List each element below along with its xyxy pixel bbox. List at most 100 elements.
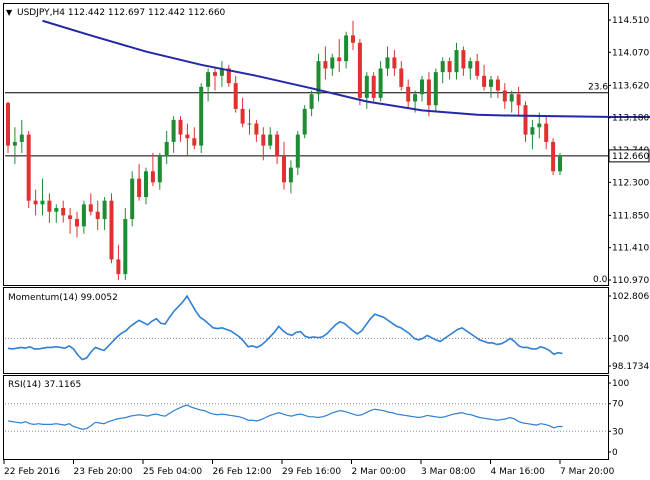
candle-body <box>95 211 100 220</box>
rsi-axis: 100 70 30 0 <box>608 379 629 458</box>
candle-body <box>309 94 314 109</box>
candle-body <box>378 68 383 98</box>
time-axis: 22 Feb 2016 23 Feb 20:00 25 Feb 04:00 26 Fe… <box>3 460 615 477</box>
candle-body <box>275 134 280 157</box>
candle-body <box>123 219 128 275</box>
time-tick-label: 7 Mar 20:00 <box>560 467 615 477</box>
candle-body <box>137 178 142 198</box>
price-tick-label: 114.510 <box>612 16 649 26</box>
candle-body <box>178 119 183 135</box>
price-tick-label: 114.070 <box>612 48 649 58</box>
candle-body <box>219 68 224 76</box>
candle-body <box>6 102 10 146</box>
current-price-label: 112.660 <box>612 152 649 162</box>
candle-body <box>81 204 86 227</box>
candle-body <box>364 75 369 98</box>
candle-body <box>206 72 211 87</box>
candle-body <box>433 72 438 106</box>
candle-body <box>192 138 197 146</box>
candle-body <box>75 219 79 227</box>
candle-body <box>509 94 514 102</box>
candle-body <box>399 68 404 87</box>
time-tick-label: 4 Mar 16:00 <box>491 467 546 477</box>
candle-body <box>523 105 528 135</box>
time-tick-label: 25 Feb 04:00 <box>143 467 202 477</box>
time-tick-label: 22 Feb 2016 <box>4 467 60 477</box>
fib-label-0-0: 0.0 <box>593 275 608 285</box>
candle-body <box>12 141 17 146</box>
candle-body <box>489 79 493 87</box>
rsi-tick-label: 70 <box>612 400 624 410</box>
rsi-panel-frame <box>3 375 609 460</box>
candle-body <box>337 57 342 62</box>
rsi-tick-label: 30 <box>612 427 624 437</box>
rsi-path <box>7 404 563 430</box>
candle-body <box>254 123 259 135</box>
price-tick-label: 113.180 <box>612 114 649 124</box>
candle-body <box>102 200 107 220</box>
candle-body <box>502 90 507 102</box>
momentum-tick-label: 100 <box>612 334 629 344</box>
candle-body <box>68 215 73 220</box>
candle-body <box>157 156 162 183</box>
candle-body <box>357 42 362 98</box>
candle-body <box>551 141 556 172</box>
momentum-label: Momentum(14) 99.0052 <box>8 293 118 303</box>
candle-body <box>19 134 24 142</box>
candle-body <box>468 61 473 69</box>
candle-body <box>109 200 114 260</box>
candle-body <box>240 108 245 124</box>
time-tick-label: 26 Feb 12:00 <box>213 467 272 477</box>
candle-body <box>268 134 273 146</box>
time-tick-label: 23 Feb 20:00 <box>74 467 133 477</box>
candle-body <box>288 167 293 183</box>
candle-body <box>88 204 93 212</box>
candle-body <box>54 208 59 212</box>
candle-body <box>344 35 349 62</box>
price-panel-frame <box>3 3 609 286</box>
candle-body <box>454 50 459 73</box>
candle-body <box>295 134 300 168</box>
candlestick-series <box>6 20 562 280</box>
candle-body <box>282 156 286 183</box>
candle-body <box>371 75 376 98</box>
candle-body <box>475 61 480 76</box>
candle-body <box>213 72 217 76</box>
candle-body <box>440 61 445 73</box>
candle-body <box>426 79 431 106</box>
candle-body <box>164 141 169 157</box>
candle-body <box>185 134 190 139</box>
candle-body <box>247 123 252 125</box>
candle-body <box>40 200 45 205</box>
price-level-lines: 23.6 0.0 <box>5 83 608 285</box>
moving-average-line <box>42 19 650 118</box>
symbol-ohlc-header: USDJPY,H4 112.442 112.697 112.442 112.66… <box>17 8 226 18</box>
candle-body <box>171 119 176 142</box>
candle-body <box>495 79 500 91</box>
momentum-line <box>7 294 563 361</box>
candle-body <box>413 94 418 102</box>
candle-body <box>47 200 52 212</box>
moving-average-path <box>42 19 650 118</box>
price-tick-label: 111.410 <box>612 244 649 254</box>
candle-body <box>261 134 266 146</box>
price-tick-label: 110.970 <box>612 276 649 286</box>
price-tick-label: 111.850 <box>612 211 649 221</box>
candle-body <box>392 57 397 69</box>
price-tick-label: 113.620 <box>612 81 649 91</box>
momentum-panel-frame <box>3 287 609 374</box>
chart-dropdown-icon[interactable]: ▼ <box>6 8 13 17</box>
candle-body <box>150 171 155 183</box>
candle-body <box>330 57 335 69</box>
candle-body <box>199 86 204 146</box>
candle-body <box>558 155 562 172</box>
candle-body <box>530 127 535 135</box>
candle-body <box>233 83 238 109</box>
candle-body <box>316 61 321 95</box>
candle-body <box>351 35 355 43</box>
time-tick-label: 29 Feb 16:00 <box>282 467 341 477</box>
candle-body <box>130 178 135 220</box>
price-tick-label: 112.300 <box>612 178 649 188</box>
candle-body <box>537 123 542 128</box>
time-tick-label: 2 Mar 00:00 <box>352 467 407 477</box>
